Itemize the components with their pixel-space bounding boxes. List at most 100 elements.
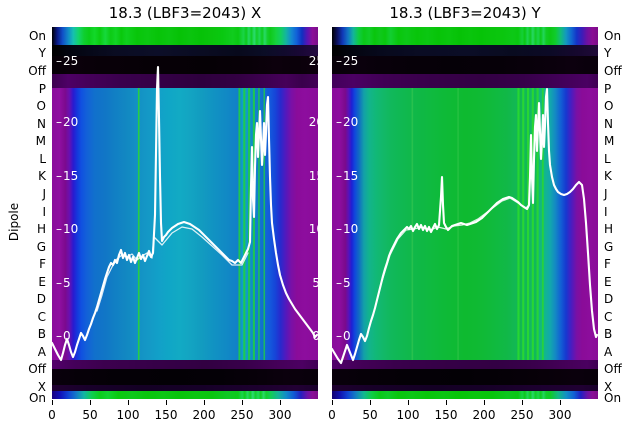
- cat-left-12: G: [36, 240, 46, 254]
- cat-left-2: Off: [28, 64, 46, 78]
- xtick-label-0: 0: [328, 408, 336, 422]
- cat-right-18: A: [604, 345, 613, 359]
- heatmap-row-off-top: [52, 56, 318, 74]
- inner-ytick-25: –25: [336, 54, 359, 68]
- inner-ytick-0: –0: [336, 329, 351, 343]
- inner-ytick-20: –20: [336, 115, 359, 129]
- cat-left-1: Y: [38, 46, 46, 60]
- cat-left-4: O: [36, 99, 46, 113]
- cat-left-5: N: [37, 117, 46, 131]
- inner-ytick-right-0: 0: [312, 329, 318, 343]
- cat-left-21: On: [28, 391, 46, 405]
- xtick-label-200: 200: [192, 408, 216, 422]
- heatmap-row-y: [332, 45, 598, 56]
- panel-y-curve-secondary: [381, 197, 530, 282]
- inner-ytick-right-20: 20: [308, 115, 318, 129]
- xtick-mark: [484, 400, 485, 405]
- cat-right-6: M: [604, 134, 615, 148]
- xtick-mark: [332, 400, 333, 405]
- heatmap-streak-group: [52, 88, 318, 360]
- inner-ytick-15: –15: [56, 169, 79, 183]
- cat-left-7: L: [39, 152, 46, 166]
- xtick-mark: [446, 400, 447, 405]
- cat-left-19: Off: [28, 362, 46, 376]
- heatmap-row-top-on: [52, 27, 318, 45]
- cat-right-0: On: [604, 29, 622, 43]
- cat-right-13: F: [604, 257, 611, 271]
- xtick-mark: [204, 400, 205, 405]
- cat-left-3: P: [38, 82, 46, 96]
- inner-ytick-5: –5: [56, 276, 71, 290]
- inner-ytick-5: –5: [336, 276, 351, 290]
- cat-right-4: O: [604, 99, 614, 113]
- xtick-mark: [280, 400, 281, 405]
- xtick-label-100: 100: [396, 408, 420, 422]
- inner-ytick-right-5: 5: [312, 276, 318, 290]
- xtick-label-0: 0: [48, 408, 56, 422]
- xtick-mark: [90, 400, 91, 405]
- xtick-mark: [52, 400, 53, 405]
- xtick-label-150: 150: [434, 408, 458, 422]
- heatmap-row-top-on: [332, 27, 598, 45]
- cat-left-14: E: [38, 275, 46, 289]
- cat-left-20: X: [37, 380, 46, 394]
- heatmap-row-off-top: [332, 56, 598, 74]
- xtick-label-50: 50: [82, 408, 98, 422]
- panel-x-plot: –25 –20 –15 –10 –5 –0 25 20 15 10 5 0: [52, 27, 318, 399]
- inner-ytick-25: –25: [56, 54, 79, 68]
- inner-ytick-0: –0: [56, 329, 71, 343]
- cat-left-17: B: [37, 327, 46, 341]
- cat-right-17: B: [604, 327, 613, 341]
- xtick-mark: [408, 400, 409, 405]
- cat-right-19: Off: [604, 362, 622, 376]
- panel-y: –25 –20 –15 –10 –5 –0: [332, 27, 598, 399]
- inner-ytick-15: –15: [336, 169, 359, 183]
- cat-right-2: Off: [604, 64, 622, 78]
- cat-right-14: E: [604, 275, 612, 289]
- xtick-label-300: 300: [548, 408, 572, 422]
- xtick-label-250: 250: [230, 408, 254, 422]
- cat-left-11: H: [36, 222, 46, 236]
- inner-ytick-10: –10: [56, 222, 79, 236]
- panel-x: –25 –20 –15 –10 –5 –0 25 20 15 10 5 0: [52, 27, 318, 399]
- heatmap-row-off-bottom: [52, 369, 318, 385]
- cat-left-18: A: [37, 345, 46, 359]
- cat-right-12: G: [604, 240, 614, 254]
- cat-left-8: K: [38, 169, 46, 183]
- cat-left-9: J: [42, 187, 46, 201]
- xtick-label-200: 200: [472, 408, 496, 422]
- cat-left-10: I: [42, 205, 46, 219]
- cat-right-10: I: [604, 205, 608, 219]
- heatmap-row-y: [52, 45, 318, 56]
- xtick-mark: [560, 400, 561, 405]
- xtick-mark: [242, 400, 243, 405]
- cat-right-20: X: [604, 380, 613, 394]
- xtick-label-50: 50: [362, 408, 378, 422]
- cat-right-16: C: [604, 310, 613, 324]
- xtick-label-300: 300: [268, 408, 292, 422]
- cat-left-15: D: [36, 292, 46, 306]
- cat-left-6: M: [35, 134, 46, 148]
- xtick-mark: [166, 400, 167, 405]
- heatmap-row-bottom-on: [52, 391, 318, 399]
- cat-right-3: P: [604, 82, 612, 96]
- cat-right-8: K: [604, 169, 612, 183]
- panel-y-title: 18.3 (LBF3=2043) Y: [389, 4, 541, 22]
- inner-ytick-10: –10: [336, 222, 359, 236]
- heatmap-row-a: [52, 360, 318, 369]
- cat-left-13: F: [39, 257, 46, 271]
- inner-ytick-20: –20: [56, 115, 79, 129]
- inner-ytick-right-25: 25: [308, 54, 318, 68]
- heatmap-row-p: [332, 74, 598, 88]
- inner-ytick-right-15: 15: [308, 169, 318, 183]
- cat-right-15: D: [604, 292, 614, 306]
- cat-right-1: Y: [604, 46, 612, 60]
- heatmap-row-x: [52, 385, 318, 391]
- xtick-label-250: 250: [510, 408, 534, 422]
- panel-y-curve: [332, 87, 598, 365]
- cat-right-5: N: [604, 117, 613, 131]
- cat-right-21: On: [604, 391, 622, 405]
- cat-right-9: J: [604, 187, 608, 201]
- panel-x-curve: [52, 65, 318, 362]
